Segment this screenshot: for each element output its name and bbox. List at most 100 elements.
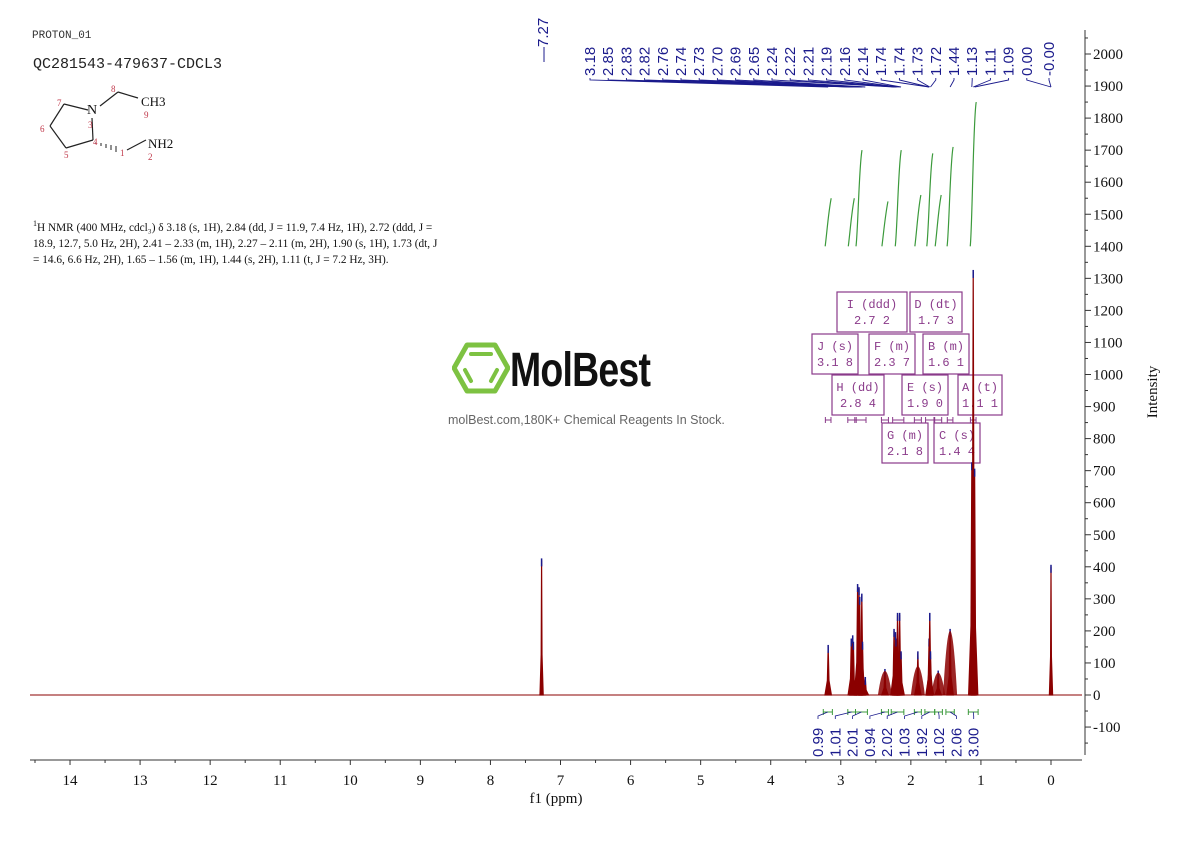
integral-value: 2.06 bbox=[948, 728, 965, 757]
peak-labels: —7.27 3.18 2.85 2.83 2.82 2.76 2.74 2.73 2.70 2.6… bbox=[535, 18, 1058, 88]
spectrum-peak bbox=[970, 470, 979, 696]
multiplet-box: H (dd) 2.8 4 bbox=[831, 374, 885, 416]
y-axis-label: Intensity bbox=[1145, 365, 1161, 418]
atom-number-6: 6 bbox=[40, 124, 45, 134]
integral-curve bbox=[934, 194, 942, 247]
peak-label: -0.00 bbox=[1041, 42, 1058, 76]
peak-label: 1.72 bbox=[928, 47, 945, 76]
y-tick-label: 1300 bbox=[1093, 271, 1123, 287]
y-tick-label: 2000 bbox=[1093, 47, 1123, 63]
spectrum-peak bbox=[824, 646, 833, 696]
molecule-structure: N CH3 NH2 1 2 3 4 5 6 7 8 9 bbox=[40, 84, 173, 160]
svg-text:1.1 1: 1.1 1 bbox=[962, 397, 998, 411]
x-tick-label: 14 bbox=[63, 773, 79, 789]
integral-curve bbox=[926, 153, 934, 247]
molbest-logo-icon bbox=[452, 342, 510, 394]
x-tick-label: 1 bbox=[977, 773, 985, 789]
y-tick-label: 700 bbox=[1093, 464, 1116, 480]
multiplet-box: B (m) 1.6 1 bbox=[922, 333, 970, 375]
spectrum-peak bbox=[539, 560, 544, 696]
peak-label: 1.74 bbox=[891, 47, 908, 76]
peak-label: 2.19 bbox=[819, 47, 836, 76]
y-axis: -100 0 100 200 300 400 500 600 700 800 900 1000 1100… bbox=[1084, 30, 1123, 755]
integral-curve bbox=[969, 101, 977, 247]
watermark-brand: MolBest bbox=[510, 344, 651, 397]
y-tick-label: 600 bbox=[1093, 496, 1116, 512]
peak-label: 2.24 bbox=[764, 47, 781, 76]
atom-number-5: 5 bbox=[64, 150, 69, 160]
multiplet-box: E (s) 1.9 0 bbox=[901, 374, 949, 416]
peak-label: 2.14 bbox=[855, 47, 872, 76]
peak-label: 1.73 bbox=[910, 47, 927, 76]
atom-n: N bbox=[87, 103, 97, 118]
watermark-tagline: molBest.com,180K+ Chemical Reagents In S… bbox=[448, 413, 725, 427]
svg-text:2.1 8: 2.1 8 bbox=[887, 445, 923, 459]
peak-label: 2.73 bbox=[691, 47, 708, 76]
integral-curve bbox=[881, 201, 889, 247]
y-tick-label: 1800 bbox=[1093, 111, 1123, 127]
peak-label: 2.82 bbox=[637, 47, 654, 76]
peak-label: 3.18 bbox=[582, 47, 599, 76]
svg-text:G (m): G (m) bbox=[887, 429, 923, 443]
svg-text:1.4 4: 1.4 4 bbox=[939, 445, 975, 459]
spectrum-trace bbox=[30, 269, 1082, 696]
multiplet-box: I (ddd) 2.7 2 bbox=[836, 291, 908, 333]
experiment-name: PROTON_01 bbox=[32, 30, 92, 42]
y-tick-label: 1900 bbox=[1093, 79, 1123, 95]
integral-curve bbox=[847, 198, 855, 247]
integral-value: 1.03 bbox=[897, 728, 914, 757]
x-tick-label: 7 bbox=[557, 773, 565, 789]
svg-text:E (s): E (s) bbox=[907, 381, 943, 395]
atom-number-9: 9 bbox=[144, 110, 149, 120]
x-tick-label: 13 bbox=[133, 773, 148, 789]
x-axis: 14 13 12 11 10 9 8 7 6 5 4 3 2 1 0 bbox=[30, 759, 1082, 789]
integral-value: 2.01 bbox=[845, 728, 862, 757]
y-tick-label: 1000 bbox=[1093, 368, 1123, 384]
y-tick-label: 500 bbox=[1093, 528, 1116, 544]
integral-value: 0.99 bbox=[810, 728, 827, 757]
multiplet-boxes: I (ddd) 2.7 2 D (dt) 1.7 3 J (s) 3.1 8 F (m) 2.… bbox=[811, 291, 1003, 464]
peak-label: 2.85 bbox=[600, 47, 617, 76]
multiplet-box: D (dt) 1.7 3 bbox=[909, 291, 963, 333]
nmr-description-text: H NMR (400 MHz, cdcl₃) δ 3.18 (s, 1H), 2… bbox=[33, 221, 438, 266]
integral-value: 3.00 bbox=[966, 728, 983, 757]
integral-curve bbox=[894, 150, 902, 247]
integral-curve bbox=[946, 146, 954, 247]
svg-text:3.1 8: 3.1 8 bbox=[817, 356, 853, 370]
x-tick-label: 2 bbox=[907, 773, 915, 789]
x-tick-label: 0 bbox=[1047, 773, 1055, 789]
peak-label: 2.74 bbox=[673, 47, 690, 76]
svg-text:D (dt): D (dt) bbox=[914, 298, 957, 312]
peak-label: 1.74 bbox=[873, 47, 890, 76]
x-tick-label: 12 bbox=[203, 773, 218, 789]
y-tick-label: -100 bbox=[1093, 720, 1121, 736]
y-tick-label: 1200 bbox=[1093, 303, 1123, 319]
sample-id: QC281543-479637-CDCL3 bbox=[33, 56, 223, 73]
peak-label: 2.65 bbox=[746, 47, 763, 76]
y-tick-label: 1400 bbox=[1093, 239, 1123, 255]
peak-label: 2.70 bbox=[709, 47, 726, 76]
integral-curve bbox=[824, 198, 832, 247]
peak-label: 1.13 bbox=[964, 47, 981, 76]
peak-label: 2.69 bbox=[728, 47, 745, 76]
svg-text:2.8 4: 2.8 4 bbox=[840, 397, 876, 411]
svg-text:2.7 2: 2.7 2 bbox=[854, 314, 890, 328]
peak-label: 2.22 bbox=[782, 47, 799, 76]
svg-text:1.9 0: 1.9 0 bbox=[907, 397, 943, 411]
svg-text:H (dd): H (dd) bbox=[836, 381, 879, 395]
peak-label: 1.09 bbox=[1001, 47, 1018, 76]
multiplet-box: G (m) 2.1 8 bbox=[881, 422, 929, 464]
peak-label: 2.83 bbox=[618, 47, 635, 76]
isotope-superscript: 1 bbox=[33, 219, 37, 228]
atom-ch3: CH3 bbox=[141, 94, 166, 109]
x-tick-label: 4 bbox=[767, 773, 775, 789]
x-tick-label: 11 bbox=[273, 773, 287, 789]
y-tick-label: 0 bbox=[1093, 688, 1101, 704]
svg-text:C (s): C (s) bbox=[939, 429, 975, 443]
y-tick-label: 100 bbox=[1093, 656, 1116, 672]
x-tick-label: 6 bbox=[627, 773, 635, 789]
svg-text:F (m): F (m) bbox=[874, 340, 910, 354]
atom-number-1: 1 bbox=[120, 148, 125, 158]
integral-labels: 0.99 1.01 2.01 0.94 2.02 1.03 1.92 1.02 2.06 3.00 bbox=[810, 709, 983, 757]
y-tick-label: 1600 bbox=[1093, 175, 1123, 191]
